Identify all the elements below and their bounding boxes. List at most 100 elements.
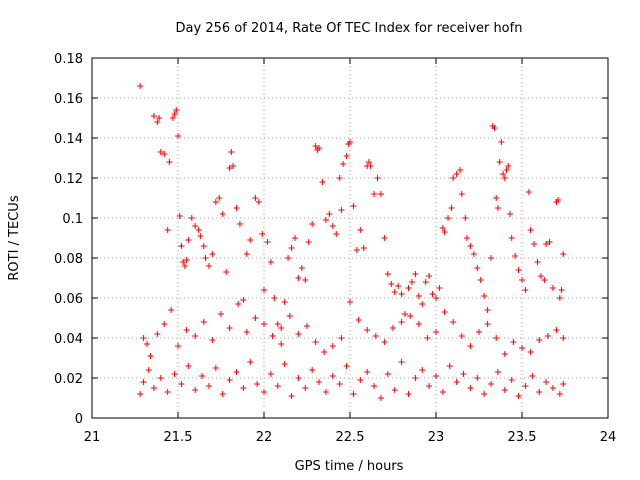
data-point (205, 263, 212, 269)
y-tick-label: 0 (75, 412, 83, 427)
data-point (157, 375, 164, 381)
data-point (171, 371, 178, 377)
data-point (457, 167, 464, 173)
data-point (226, 165, 233, 171)
data-point (388, 281, 395, 287)
data-point (384, 371, 391, 377)
data-point (254, 381, 261, 387)
data-point (398, 359, 405, 365)
data-point (316, 145, 323, 151)
data-point (178, 381, 185, 387)
data-point (419, 301, 426, 307)
data-point (219, 211, 226, 217)
data-point (377, 191, 384, 197)
data-point (441, 229, 448, 235)
data-point (286, 313, 293, 319)
data-point (137, 391, 144, 397)
data-point (467, 343, 474, 349)
data-point (365, 159, 372, 165)
data-point (140, 379, 147, 385)
data-point (450, 319, 457, 325)
data-point (422, 279, 429, 285)
data-point (298, 265, 305, 271)
data-point (543, 379, 550, 385)
data-point (192, 333, 199, 339)
data-point (309, 221, 316, 227)
data-point (405, 285, 412, 291)
y-tick-label: 0.08 (54, 252, 83, 267)
data-point (463, 235, 470, 241)
data-point (558, 287, 565, 293)
data-point (178, 243, 185, 249)
x-tick-label: 22 (256, 430, 273, 445)
data-point (398, 319, 405, 325)
data-point (519, 277, 525, 283)
data-point (543, 241, 550, 247)
data-point (288, 245, 295, 251)
data-point (537, 273, 544, 279)
data-point (500, 171, 507, 177)
data-point (462, 215, 469, 221)
y-tick-label: 0.18 (54, 52, 83, 67)
data-point (439, 389, 446, 395)
data-point (347, 299, 353, 305)
data-point (192, 387, 199, 393)
data-point (544, 333, 551, 339)
data-point (166, 159, 173, 165)
data-point (491, 125, 498, 131)
data-point (274, 321, 281, 327)
data-point (536, 337, 543, 343)
data-point (374, 175, 381, 181)
data-point (157, 149, 164, 155)
data-point (183, 327, 190, 333)
data-point (164, 227, 171, 233)
data-point (329, 223, 336, 229)
data-point (529, 373, 536, 379)
data-point (371, 383, 378, 389)
data-point (321, 349, 328, 355)
data-point (412, 271, 419, 277)
data-point (267, 371, 274, 377)
data-points (137, 83, 567, 401)
data-point (484, 307, 491, 313)
data-point (450, 175, 457, 181)
data-point (501, 387, 508, 393)
data-point (426, 273, 433, 279)
data-point (391, 387, 398, 393)
data-point (175, 133, 181, 139)
data-point (212, 199, 219, 205)
data-point (360, 245, 367, 251)
data-point (505, 163, 512, 169)
data-point (453, 379, 460, 385)
data-point (424, 335, 431, 341)
data-point (181, 263, 188, 269)
data-point (355, 317, 362, 323)
data-point (498, 139, 505, 145)
data-point (302, 385, 309, 391)
data-point (381, 235, 388, 241)
data-point (343, 363, 350, 369)
data-point (145, 367, 152, 373)
data-point (546, 239, 553, 245)
data-point (381, 339, 388, 345)
data-point (407, 313, 414, 319)
data-point (364, 327, 371, 333)
y-tick-label: 0.02 (54, 372, 83, 387)
data-point (493, 195, 500, 201)
data-point (164, 389, 171, 395)
data-point (390, 325, 396, 331)
data-point (506, 211, 513, 217)
data-point (405, 391, 412, 397)
data-point (233, 205, 240, 211)
data-point (439, 225, 446, 231)
data-point (183, 257, 190, 263)
data-point (171, 111, 178, 117)
data-point (247, 359, 254, 365)
data-point (384, 271, 391, 277)
data-point (252, 315, 259, 321)
data-point (338, 207, 345, 213)
x-tick-label: 22.5 (336, 430, 365, 445)
data-point (161, 321, 168, 327)
